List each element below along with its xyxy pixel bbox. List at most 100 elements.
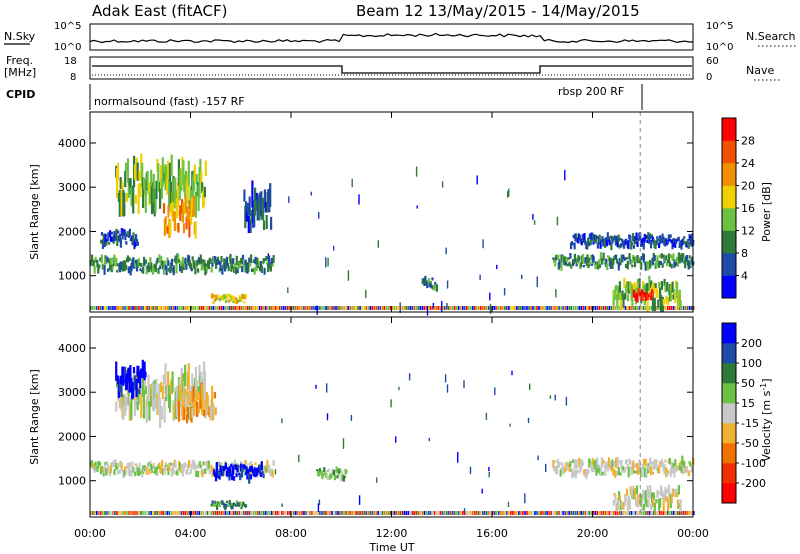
data-cell [216,505,219,510]
data-cell [194,511,197,515]
data-cell [598,511,601,515]
data-cell [578,306,580,310]
power-colorbar-label: Power [dB] [760,182,773,242]
data-cell [140,389,143,418]
data-cell [605,258,608,267]
data-cell [263,189,266,208]
nsky-left-tick-bottom: 10^0 [54,42,81,53]
data-cell [298,454,300,463]
data-cell [285,511,287,515]
data-cell [624,263,628,268]
data-cell [112,306,114,310]
data-cell [516,306,518,310]
data-cell [172,265,175,276]
data-cell [666,262,669,267]
data-cell [192,511,195,515]
data-cell [225,503,228,509]
data-cell [662,298,665,306]
data-cell [230,306,233,310]
data-cell [218,297,221,302]
data-cell [142,177,145,208]
data-cell [225,256,228,265]
data-cell [625,257,628,260]
data-cell [116,511,118,515]
data-cell [626,281,629,293]
data-cell [556,216,559,226]
data-cell [116,269,119,273]
data-cell [655,499,658,504]
data-cell [217,470,220,477]
data-cell [146,464,149,472]
data-cell [363,511,365,515]
data-cell [651,294,655,311]
data-cell [251,268,254,272]
data-cell [307,511,309,515]
data-cell [599,252,602,261]
data-cell [574,469,577,479]
y-tick-label: 2000 [58,225,86,238]
data-cell [622,294,625,308]
data-cell [520,306,522,310]
data-cell [560,511,562,515]
data-cell [185,262,188,270]
data-cell [589,254,593,260]
colorbar-swatch [722,403,736,424]
data-cell [569,461,572,468]
data-cell [357,511,359,515]
data-cell [596,457,599,468]
data-cell [249,219,252,233]
data-cell [434,281,437,285]
data-cell [554,306,556,310]
data-cell [237,299,240,303]
data-cell [316,305,318,315]
data-cell [664,487,667,497]
data-cell [216,256,219,264]
x-tick-label: 08:00 [275,527,307,540]
data-cell [591,458,594,466]
data-cell [150,463,153,471]
data-cell [488,511,490,515]
data-cell [350,414,353,421]
data-cell [637,464,640,475]
data-cell [667,484,671,498]
nsky-label: N.Sky [4,30,36,43]
data-cell [642,284,646,297]
data-cell [329,306,331,310]
data-cell [248,463,251,466]
data-cell [428,283,431,288]
data-cell [658,261,661,268]
data-cell [90,254,94,265]
data-cell [159,182,162,209]
data-cell [615,457,618,469]
data-cell [612,468,615,476]
data-cell [650,503,653,511]
data-cell [407,306,410,310]
data-cell [676,511,679,515]
data-cell [210,306,213,310]
data-cell [258,193,261,221]
data-cell [266,459,269,469]
data-cell [500,511,502,515]
data-cell [309,306,311,310]
data-cell [193,462,196,468]
data-cell [203,259,206,267]
data-cell [621,290,624,296]
data-cell [178,259,181,263]
data-cell [263,267,266,275]
data-cell [211,500,214,505]
data-cell [363,306,365,310]
data-cell [672,253,675,259]
data-cell [588,233,591,240]
data-cell [347,511,349,515]
data-cell [164,511,166,515]
data-cell [656,306,659,310]
data-cell [199,398,202,409]
data-cell [327,511,329,515]
data-cell [118,233,122,243]
data-cell [625,459,628,463]
data-cell [191,197,194,216]
data-cell [626,464,629,469]
data-cell [469,306,472,310]
data-cell [461,511,464,515]
data-cell [564,261,567,266]
